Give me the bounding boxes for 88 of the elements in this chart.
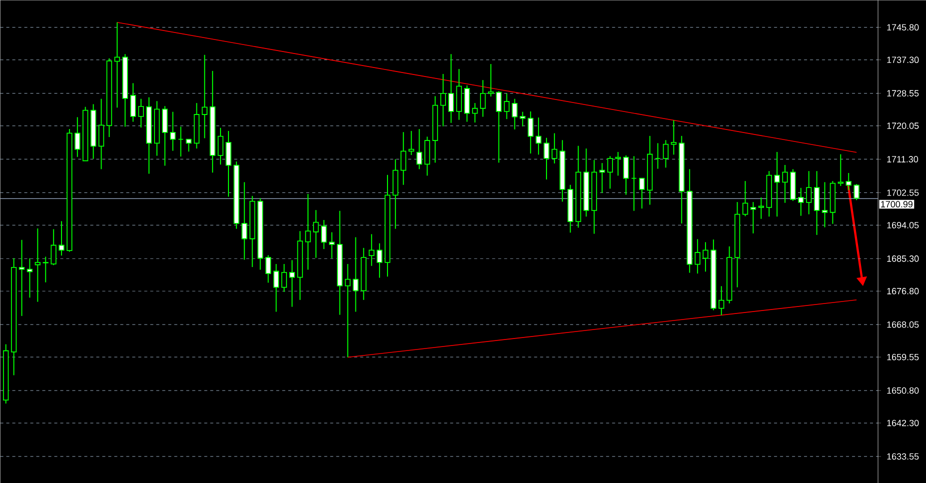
candlestick	[265, 254, 272, 284]
candlestick	[742, 180, 748, 217]
candlestick	[694, 238, 700, 274]
candlestick	[34, 228, 41, 302]
y-tick-label: 1659.55	[887, 354, 919, 360]
y-tick-label: 1737.30	[887, 56, 919, 63]
candlestick	[242, 182, 248, 260]
candlestick	[313, 209, 319, 258]
candlestick	[854, 183, 860, 201]
y-tick-label: 1685.30	[887, 255, 919, 262]
candlestick	[98, 98, 104, 170]
candlestick	[599, 162, 605, 194]
candlestick	[424, 136, 430, 176]
candlestick	[623, 154, 629, 196]
candlestick	[552, 132, 558, 164]
candlestick	[822, 182, 828, 228]
candlestick	[281, 263, 287, 292]
candlestick	[512, 98, 518, 130]
candlestick	[702, 242, 708, 272]
candlestick	[344, 263, 351, 358]
candlestick	[416, 128, 422, 170]
candlestick	[520, 111, 526, 127]
candlestick	[58, 220, 64, 256]
candlestick	[615, 151, 621, 176]
y-tick-label: 1702.55	[887, 189, 919, 196]
y-tick-label: 1650.80	[887, 387, 919, 394]
candlestick	[352, 236, 359, 312]
candlestick	[186, 138, 192, 152]
candlestick	[528, 110, 534, 154]
candlestick	[544, 137, 550, 180]
candlestick	[814, 170, 820, 236]
y-tick-label: 1694.05	[887, 222, 919, 228]
candlestick	[662, 140, 669, 168]
ref-line-label: 1700.99	[881, 200, 913, 208]
candlestick	[42, 256, 48, 283]
candlestick	[289, 260, 295, 308]
candlestick	[448, 53, 454, 124]
line-series	[116, 22, 857, 153]
candlestick	[218, 127, 224, 165]
candlestick	[202, 54, 208, 139]
candlestick	[170, 111, 176, 152]
candlestick	[838, 154, 844, 186]
candlestick	[488, 63, 494, 97]
y-tick-label: 1633.55	[887, 453, 919, 460]
candlestick	[536, 116, 542, 156]
candlestick	[718, 286, 724, 316]
y-tick-label: 1745.80	[887, 24, 919, 30]
y-tick-label: 1642.30	[887, 420, 919, 426]
candlestick	[376, 242, 382, 278]
candlestick	[670, 120, 677, 156]
candlestick	[321, 219, 327, 250]
candlestick	[130, 82, 136, 122]
candlestick	[607, 156, 613, 190]
candlestick	[472, 102, 478, 123]
candlestick	[18, 239, 25, 316]
candlestick	[26, 258, 33, 298]
candlestick	[408, 130, 414, 156]
candlestick	[114, 22, 120, 108]
candlestick	[806, 170, 812, 215]
candlestick	[654, 142, 661, 170]
candlestick	[758, 196, 764, 220]
y-tick-label: 1668.05	[887, 321, 919, 328]
candlestick	[782, 164, 788, 204]
candlestick	[774, 151, 780, 217]
candlestick	[273, 263, 280, 312]
candlestick	[846, 172, 852, 191]
candlestick	[329, 232, 335, 259]
candlestick	[480, 79, 486, 118]
candlestick	[631, 156, 637, 212]
y-tick-label: 1728.55	[887, 90, 919, 96]
candlestick	[496, 90, 502, 164]
candlestick	[226, 130, 232, 198]
y-tick-label: 1676.80	[887, 288, 919, 294]
candlestick	[639, 178, 645, 209]
candlestick	[138, 98, 144, 128]
candlestick	[750, 201, 756, 234]
candlestick	[504, 92, 510, 120]
y-tick-label: 1711.30	[887, 156, 918, 162]
candlestick	[162, 105, 168, 166]
candlestick	[400, 131, 406, 186]
candlestick	[74, 116, 80, 158]
candlestick	[50, 228, 56, 266]
candlestick	[178, 126, 184, 157]
candlestick	[798, 187, 804, 216]
candlestick	[368, 234, 374, 266]
candlestick	[440, 73, 446, 127]
candlestick	[305, 193, 311, 270]
y-tick-label: 1720.05	[887, 122, 919, 129]
